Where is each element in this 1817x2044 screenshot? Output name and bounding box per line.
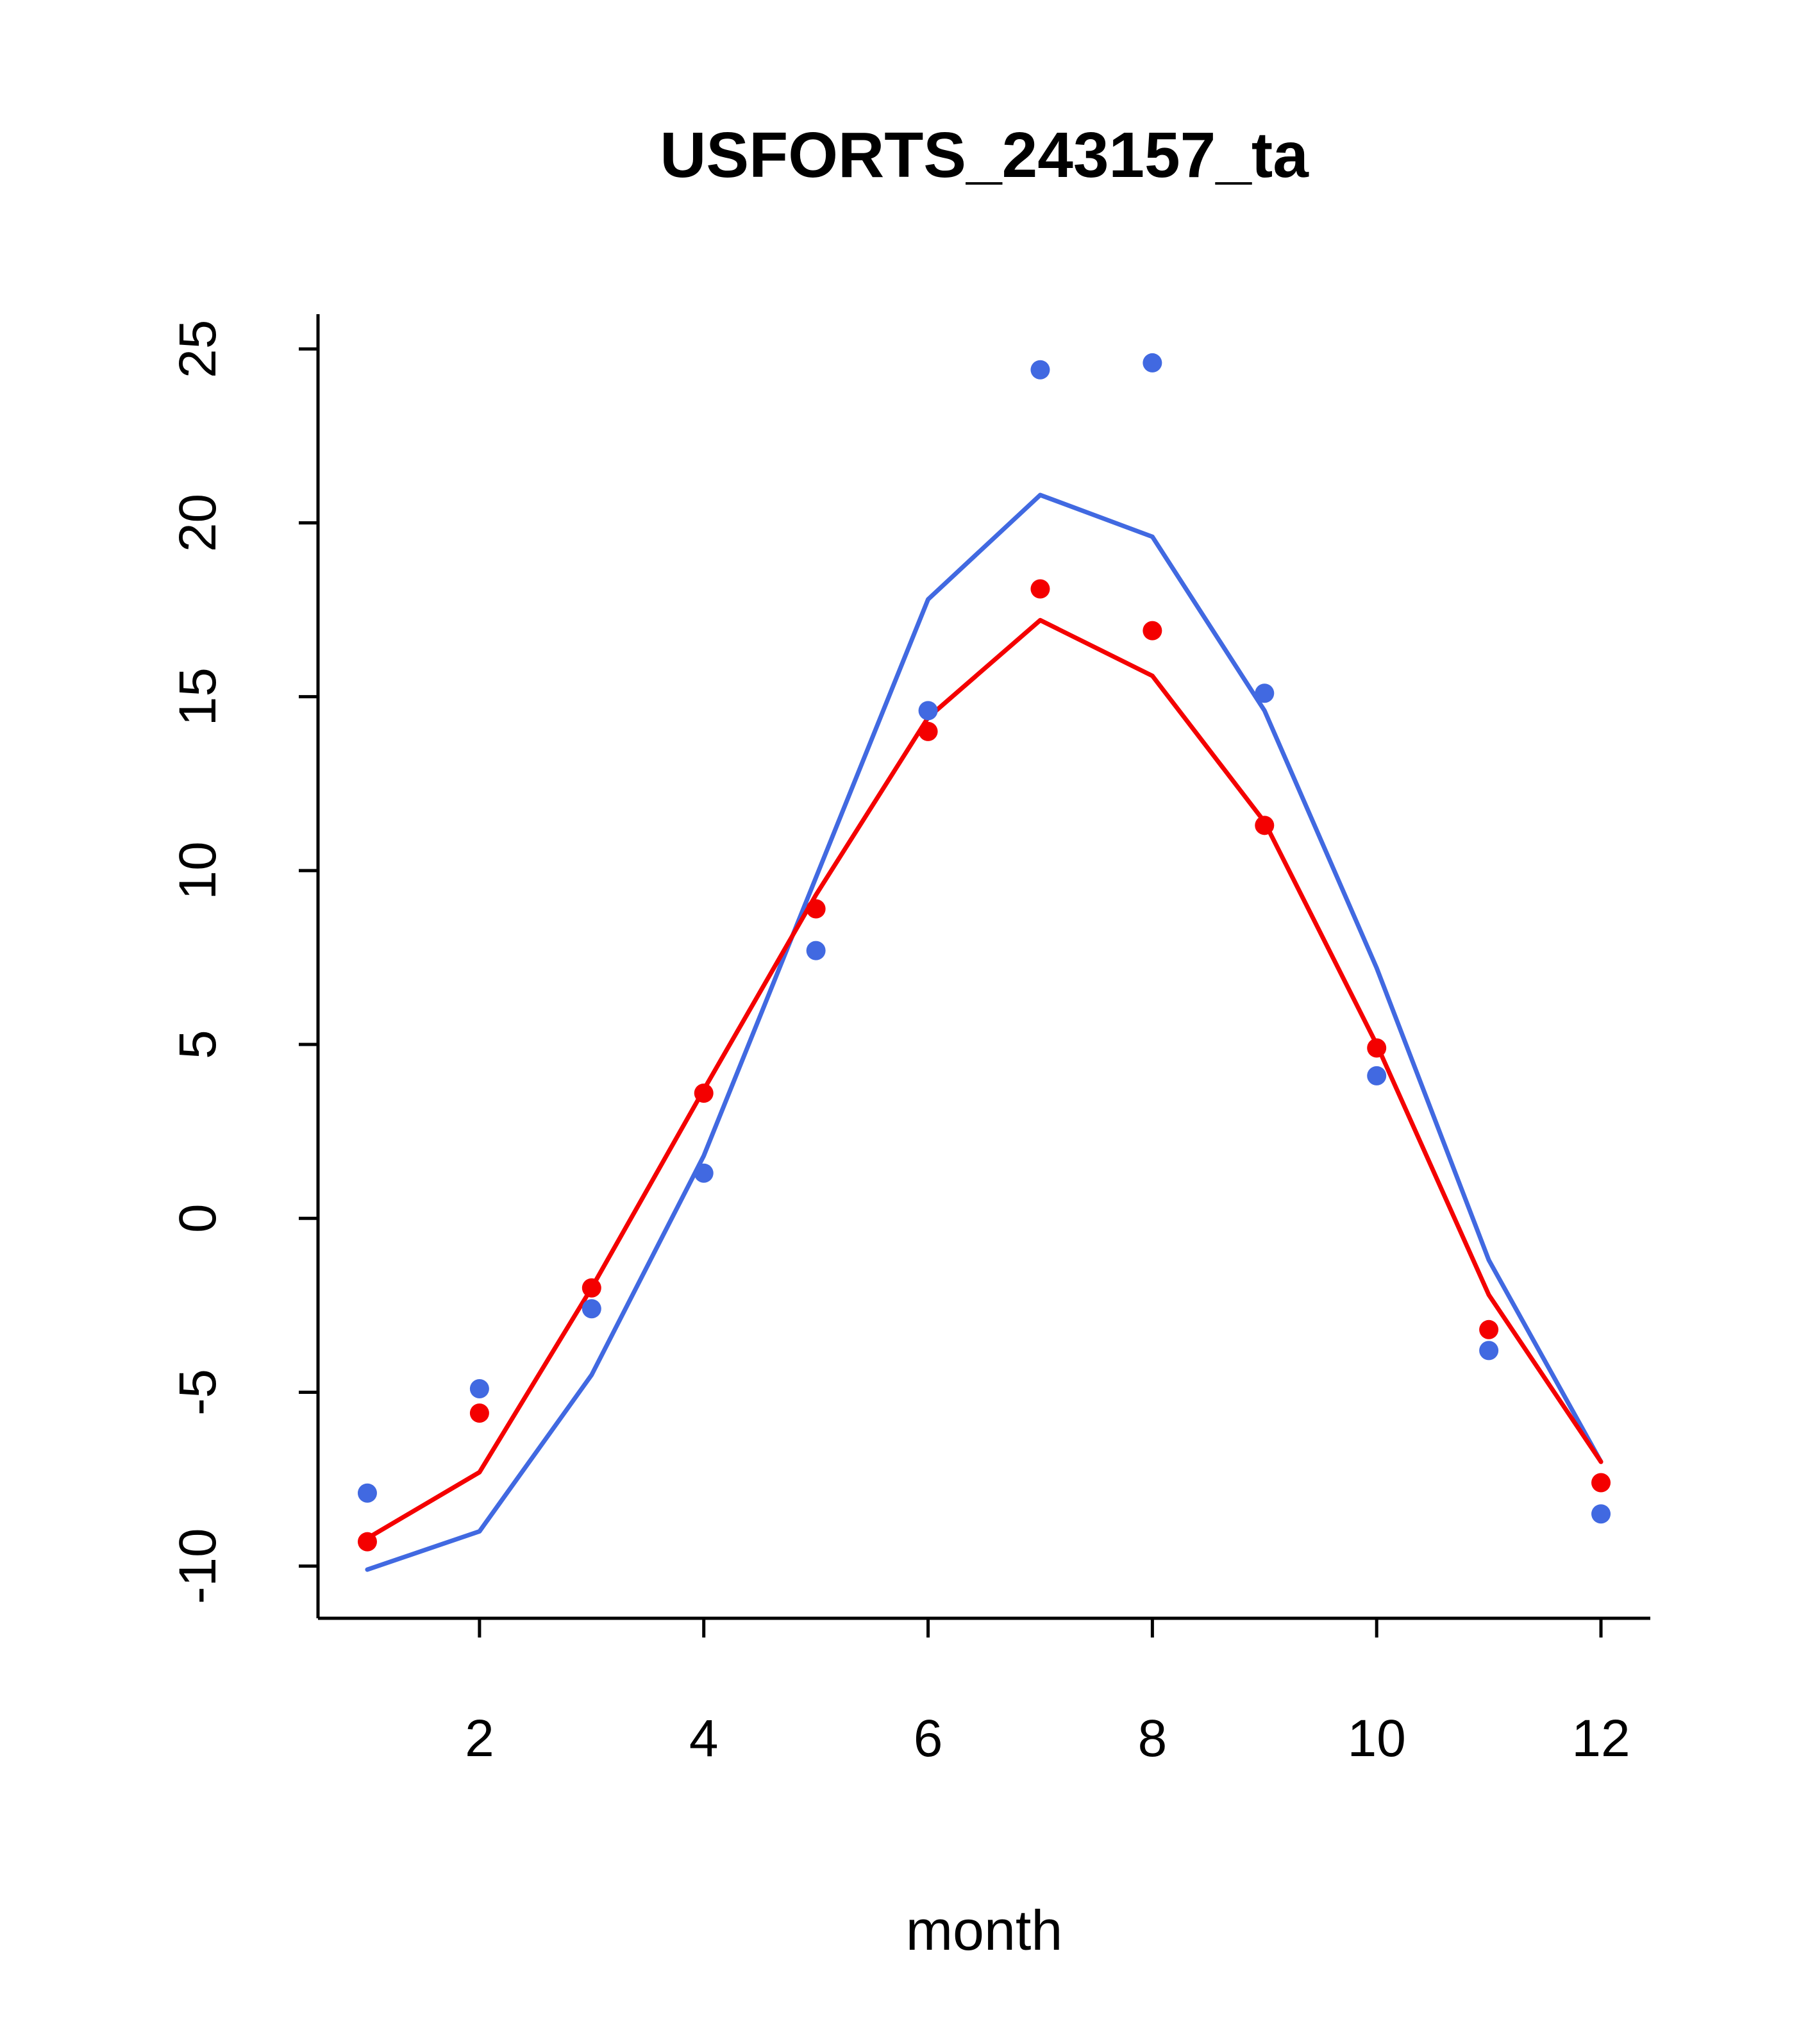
- red-points-point: [1255, 816, 1275, 835]
- red-line: [365, 617, 1603, 1541]
- red-points-point: [694, 1083, 714, 1103]
- blue-points-point: [357, 1483, 377, 1503]
- red-points-point: [582, 1278, 601, 1298]
- blue-points-point: [918, 701, 938, 721]
- blue-points-point: [1143, 353, 1162, 373]
- x-tick-label: 2: [465, 1709, 494, 1768]
- y-tick-label: 15: [169, 667, 227, 726]
- red-points-point: [357, 1532, 377, 1552]
- red-points-point: [1030, 579, 1050, 599]
- x-tick-label: 6: [914, 1709, 943, 1768]
- blue-points-point: [806, 941, 826, 960]
- x-tick-label: 8: [1138, 1709, 1168, 1768]
- y-tick-label: 25: [169, 320, 227, 378]
- red-points-point: [1591, 1473, 1611, 1493]
- x-tick-label: 4: [689, 1709, 719, 1768]
- blue-points-point: [1367, 1066, 1387, 1085]
- x-axis-label: month: [905, 1898, 1063, 1962]
- blue-points-point: [1479, 1341, 1499, 1361]
- blue-line: [365, 492, 1603, 1572]
- y-tick-label: 5: [169, 1030, 227, 1059]
- blue-points-point: [582, 1299, 601, 1319]
- red-points-point: [1143, 621, 1162, 641]
- blue-points-point: [1030, 360, 1050, 380]
- blue-points-point: [469, 1379, 489, 1399]
- y-tick-label: 10: [169, 841, 227, 900]
- red-points-point: [469, 1403, 489, 1423]
- red-points-point: [1367, 1038, 1387, 1058]
- x-tick-label: 10: [1348, 1709, 1406, 1768]
- blue-points-point: [1591, 1504, 1611, 1524]
- blue-points-point: [1255, 683, 1275, 703]
- blue-points-point: [694, 1163, 714, 1183]
- red-points-point: [918, 721, 938, 741]
- y-tick-label: -5: [169, 1369, 227, 1416]
- chart-title: USFORTS_243157_ta: [660, 119, 1309, 191]
- y-tick-label: 20: [169, 494, 227, 552]
- y-tick-label: -10: [169, 1528, 227, 1604]
- y-tick-label: 0: [169, 1203, 227, 1233]
- red-points-point: [1479, 1319, 1499, 1339]
- x-tick-label: 12: [1571, 1709, 1630, 1768]
- red-points-point: [806, 899, 826, 919]
